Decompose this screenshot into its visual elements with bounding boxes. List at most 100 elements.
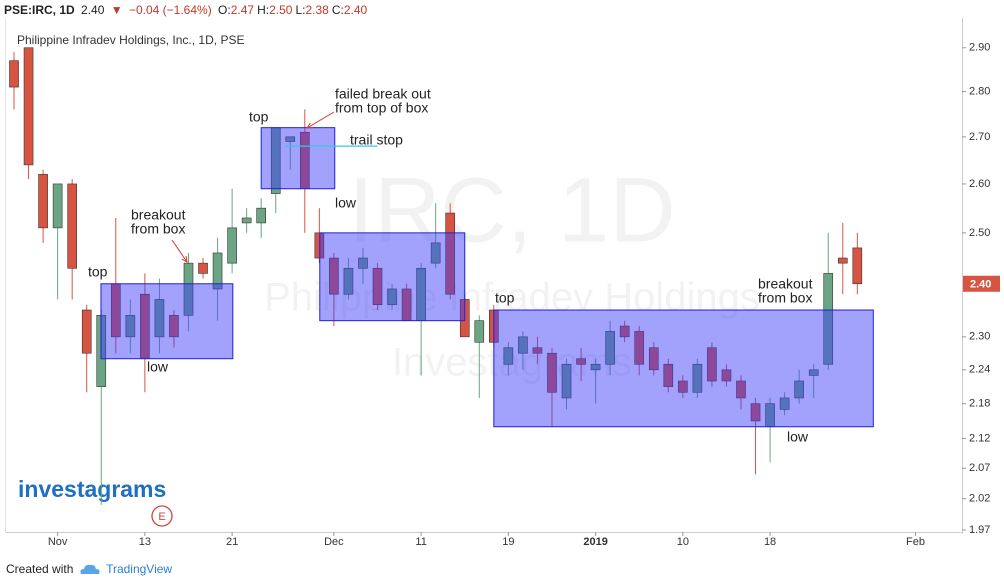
- candle-body: [430, 242, 441, 264]
- y-tick-label: 2.02: [969, 493, 990, 505]
- event-marker[interactable]: E: [158, 511, 165, 523]
- candle-body: [125, 315, 136, 338]
- y-tick-label: 2.80: [969, 85, 990, 97]
- y-tick-label: 2.60: [969, 178, 990, 190]
- last-price: 2.40: [81, 3, 105, 17]
- footer: Created with TradingView: [6, 561, 172, 576]
- candle-body: [823, 273, 834, 365]
- candle-body: [678, 380, 688, 393]
- candle-body: [590, 363, 601, 371]
- candle-body: [372, 267, 383, 306]
- y-tick-label: 2.70: [969, 131, 990, 143]
- logo: investagrams: [18, 476, 166, 502]
- candle-body: [518, 336, 528, 354]
- candle-body: [852, 247, 863, 285]
- change: −0.04 (−1.64%): [128, 3, 212, 17]
- candle-body: [794, 380, 804, 399]
- candle-body: [183, 262, 194, 316]
- candle-body: [38, 174, 48, 229]
- annotation: from box: [758, 290, 812, 306]
- candle-body: [707, 347, 717, 382]
- ohlc-label: L:: [295, 3, 306, 17]
- candle-body: [503, 347, 514, 365]
- candle-body: [837, 257, 848, 264]
- x-tick-label: 19: [502, 536, 514, 548]
- candle-body: [256, 207, 266, 224]
- candle-body: [154, 299, 165, 338]
- y-tick-label: 2.90: [969, 42, 990, 54]
- price-tag-label: 2.40: [970, 279, 991, 291]
- annotation: failed break out: [335, 86, 431, 102]
- range-box: [493, 309, 874, 428]
- ohlc-label: H:: [257, 3, 270, 17]
- candle-body: [445, 212, 456, 295]
- annotation: top: [495, 290, 515, 306]
- candle-body: [721, 369, 732, 382]
- candle-body: [663, 363, 674, 387]
- candle-body: [241, 217, 252, 224]
- y-tick-label: 2.07: [969, 462, 990, 474]
- annotation: low: [335, 195, 357, 211]
- candle-body: [692, 363, 703, 393]
- x-tick-label: 13: [139, 536, 151, 548]
- candle-body: [329, 257, 339, 295]
- event-circle[interactable]: [151, 505, 173, 527]
- candle-body: [67, 183, 77, 269]
- candle-body: [576, 358, 586, 365]
- annotation: breakout: [758, 276, 813, 292]
- candle-body: [52, 183, 63, 229]
- arrow-line: [306, 111, 335, 129]
- y-tick-label: 2.12: [969, 432, 990, 444]
- candle-body: [779, 397, 790, 410]
- y-tick-label: 2.50: [969, 227, 990, 239]
- x-tick-label: Nov: [48, 536, 68, 548]
- candle-body: [619, 325, 630, 338]
- annotation: top: [88, 264, 108, 280]
- x-tick-label: Feb: [906, 536, 925, 548]
- ohlc-value: 2.47: [230, 3, 255, 17]
- candle-body: [605, 331, 615, 365]
- candle-body: [9, 60, 19, 88]
- candle-body: [343, 267, 354, 295]
- candle-body: [358, 257, 368, 269]
- created-with: Created with: [6, 562, 74, 576]
- down-arrow: ▼: [110, 3, 123, 17]
- annotation: breakout: [131, 207, 186, 223]
- candle-body: [169, 315, 179, 338]
- header: PSE:IRC, 1D 2.40 ▼ −0.04 (−1.64%) O:2.47…: [4, 3, 373, 17]
- watermark: IRC, 1D Philippine Infradev Holdings Inv…: [264, 159, 760, 384]
- candle-body: [736, 380, 746, 399]
- chart: Philippine Infradev Holdings, Inc., 1D, …: [5, 18, 1000, 548]
- arrow-head: [181, 255, 188, 263]
- x-tick-label: 18: [764, 536, 776, 548]
- arrow-line: [171, 239, 188, 263]
- y-tick-label: 1.97: [969, 524, 990, 536]
- y-tick-label: 2.30: [969, 331, 990, 343]
- y-tick-label: 2.18: [969, 398, 990, 410]
- annotation: low: [787, 429, 809, 445]
- x-tick-label: 21: [226, 536, 238, 548]
- ohlc: O:2.47 H:2.50 L:2.38 C:2.40: [218, 3, 370, 17]
- candle-body: [212, 252, 223, 290]
- candle-body: [227, 227, 237, 264]
- tv-icon: [80, 564, 100, 574]
- symbol: PSE:IRC, 1D: [4, 3, 75, 17]
- annotation: from box: [131, 221, 185, 237]
- range-box: [100, 283, 234, 360]
- ohlc-label: C:: [331, 3, 344, 17]
- candle-body: [474, 320, 485, 343]
- annotation: from top of box: [335, 100, 428, 116]
- price-tag: [963, 275, 1000, 292]
- range-box: [319, 232, 466, 322]
- annotation: trail stop: [350, 132, 403, 148]
- range-box: [260, 127, 336, 190]
- candle-body: [634, 331, 645, 365]
- annotation: top: [249, 109, 269, 125]
- x-tick-label: 11: [415, 536, 426, 548]
- candle-body: [285, 136, 296, 142]
- candle-body: [808, 369, 819, 376]
- candle-body: [387, 288, 397, 306]
- brand[interactable]: TradingView: [106, 562, 173, 576]
- ohlc-label: O:: [218, 3, 231, 17]
